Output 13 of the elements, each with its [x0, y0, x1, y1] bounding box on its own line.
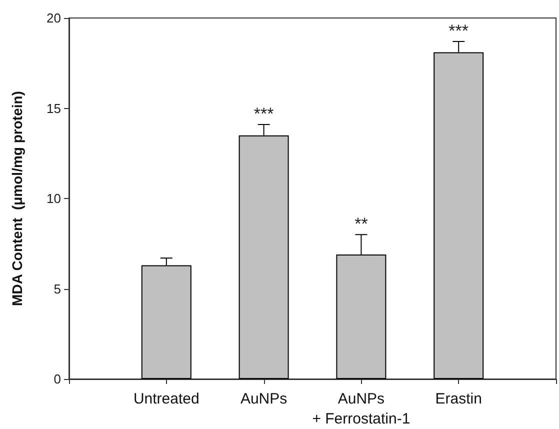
y-tick-label: 10	[46, 191, 61, 206]
y-tick-label: 0	[54, 372, 61, 386]
annotation: ***	[254, 104, 274, 124]
y-axis-title: MDA Content (μmol/mg protein)	[9, 91, 25, 306]
y-tick-label: 5	[54, 281, 61, 296]
x-tick-label: AuNPs	[240, 390, 288, 408]
annotation: ***	[448, 21, 469, 40]
y-tick-label: 20	[46, 10, 61, 26]
y-tick-label: 15	[46, 100, 61, 116]
x-tick-label: Erastin	[435, 390, 482, 408]
x-tick-label: Untreated	[133, 390, 200, 408]
annotation: **	[354, 214, 368, 234]
x-tick-label: AuNPs + Ferrostatin-1	[312, 390, 410, 428]
